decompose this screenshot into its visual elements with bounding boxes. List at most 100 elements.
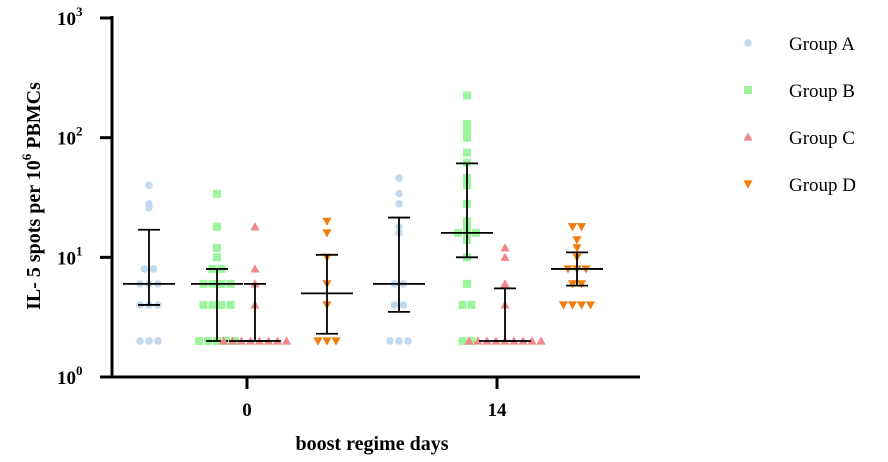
legend-marker [744,39,752,47]
data-point [195,336,203,345]
legend-item: Group A [744,34,855,55]
data-point [213,222,221,231]
data-point [140,265,149,273]
median-error-bar [301,253,353,335]
data-point [576,223,587,232]
data-point [463,126,471,135]
data-group [301,217,353,346]
legend-item: Group B [744,81,855,102]
data-point [145,200,153,208]
legend-label: Group C [789,128,855,149]
data-point [467,300,476,309]
data-point [213,189,221,198]
legend-marker [743,180,753,189]
data-point [500,252,510,261]
median-error-bar [373,216,425,313]
data-point [395,174,403,182]
legend-item: Group D [743,175,856,196]
data-group [373,174,425,345]
x-ticks: 0 14 [242,377,507,421]
x-tick-label: 0 [242,400,252,421]
median-error-bar [479,287,531,342]
data-point [136,337,144,345]
data-point [567,280,578,289]
x-axis-title: boost regime days [296,433,449,455]
data-group [123,181,175,345]
data-point [331,337,341,346]
data-point [463,120,471,129]
y-tick-label: 100 [57,363,83,389]
data-point [145,181,153,190]
data-point [558,301,569,310]
data-point [149,265,158,273]
data-point [567,223,578,232]
legend-marker [744,86,752,94]
data-point [154,337,162,345]
data-point [213,253,221,262]
median-error-bar [551,251,603,287]
legend-label: Group D [789,175,856,196]
data-point [386,337,394,345]
data-point [208,300,217,309]
data-point [322,229,332,238]
data-point [572,244,582,253]
data-point [322,217,332,226]
data-point [576,280,587,289]
data-point [463,279,471,288]
y-tick-label: 103 [57,4,83,30]
y-tick-label: 102 [57,124,83,150]
data-point [145,337,153,345]
median-error-bar [123,228,175,306]
data-point [226,300,235,309]
data-point [281,336,292,345]
data-point [576,301,587,310]
median-error-bar [191,268,243,342]
legend-marker [743,132,753,141]
y-ticks: 100 101 102 103 [57,4,112,389]
data-point [567,301,578,310]
data-point [399,301,408,309]
y-axis-title: IL- 5 spots per 106 PBMCs [19,82,45,310]
data-point [395,189,403,198]
data-point [218,336,229,345]
data-point [390,301,399,309]
data-group [551,223,603,310]
legend-item: Group C [743,128,855,149]
data-point [463,148,471,157]
median-error-bar [229,282,281,342]
x-tick-label: 14 [488,400,508,421]
legend: Group A Group B Group C Group D [743,34,856,196]
data-point [395,200,403,208]
data-point [473,336,483,345]
data-point [404,337,412,345]
data-point [536,336,546,345]
data-point [199,300,208,309]
legend-label: Group A [789,34,855,55]
data-point [322,337,332,346]
data-point [500,243,510,252]
data-point [500,279,510,288]
data-group [441,91,493,345]
data-point [463,133,471,142]
data-point [250,264,260,273]
data-point [250,222,260,231]
legend-label: Group B [789,81,855,102]
data-group [464,243,546,345]
data-point [458,300,467,309]
data-point [464,336,474,345]
data-point [585,301,596,310]
data-point [458,336,467,345]
data-point [313,337,323,346]
data-point [217,300,226,309]
median-error-bar [441,162,493,259]
data-group [191,189,243,345]
data-point [463,91,471,100]
data-group [218,222,292,345]
plot-area [123,91,603,346]
y-tick-label: 101 [57,243,83,269]
data-point [572,236,582,245]
axes [110,16,640,379]
data-point [213,243,221,252]
data-point [527,336,537,345]
